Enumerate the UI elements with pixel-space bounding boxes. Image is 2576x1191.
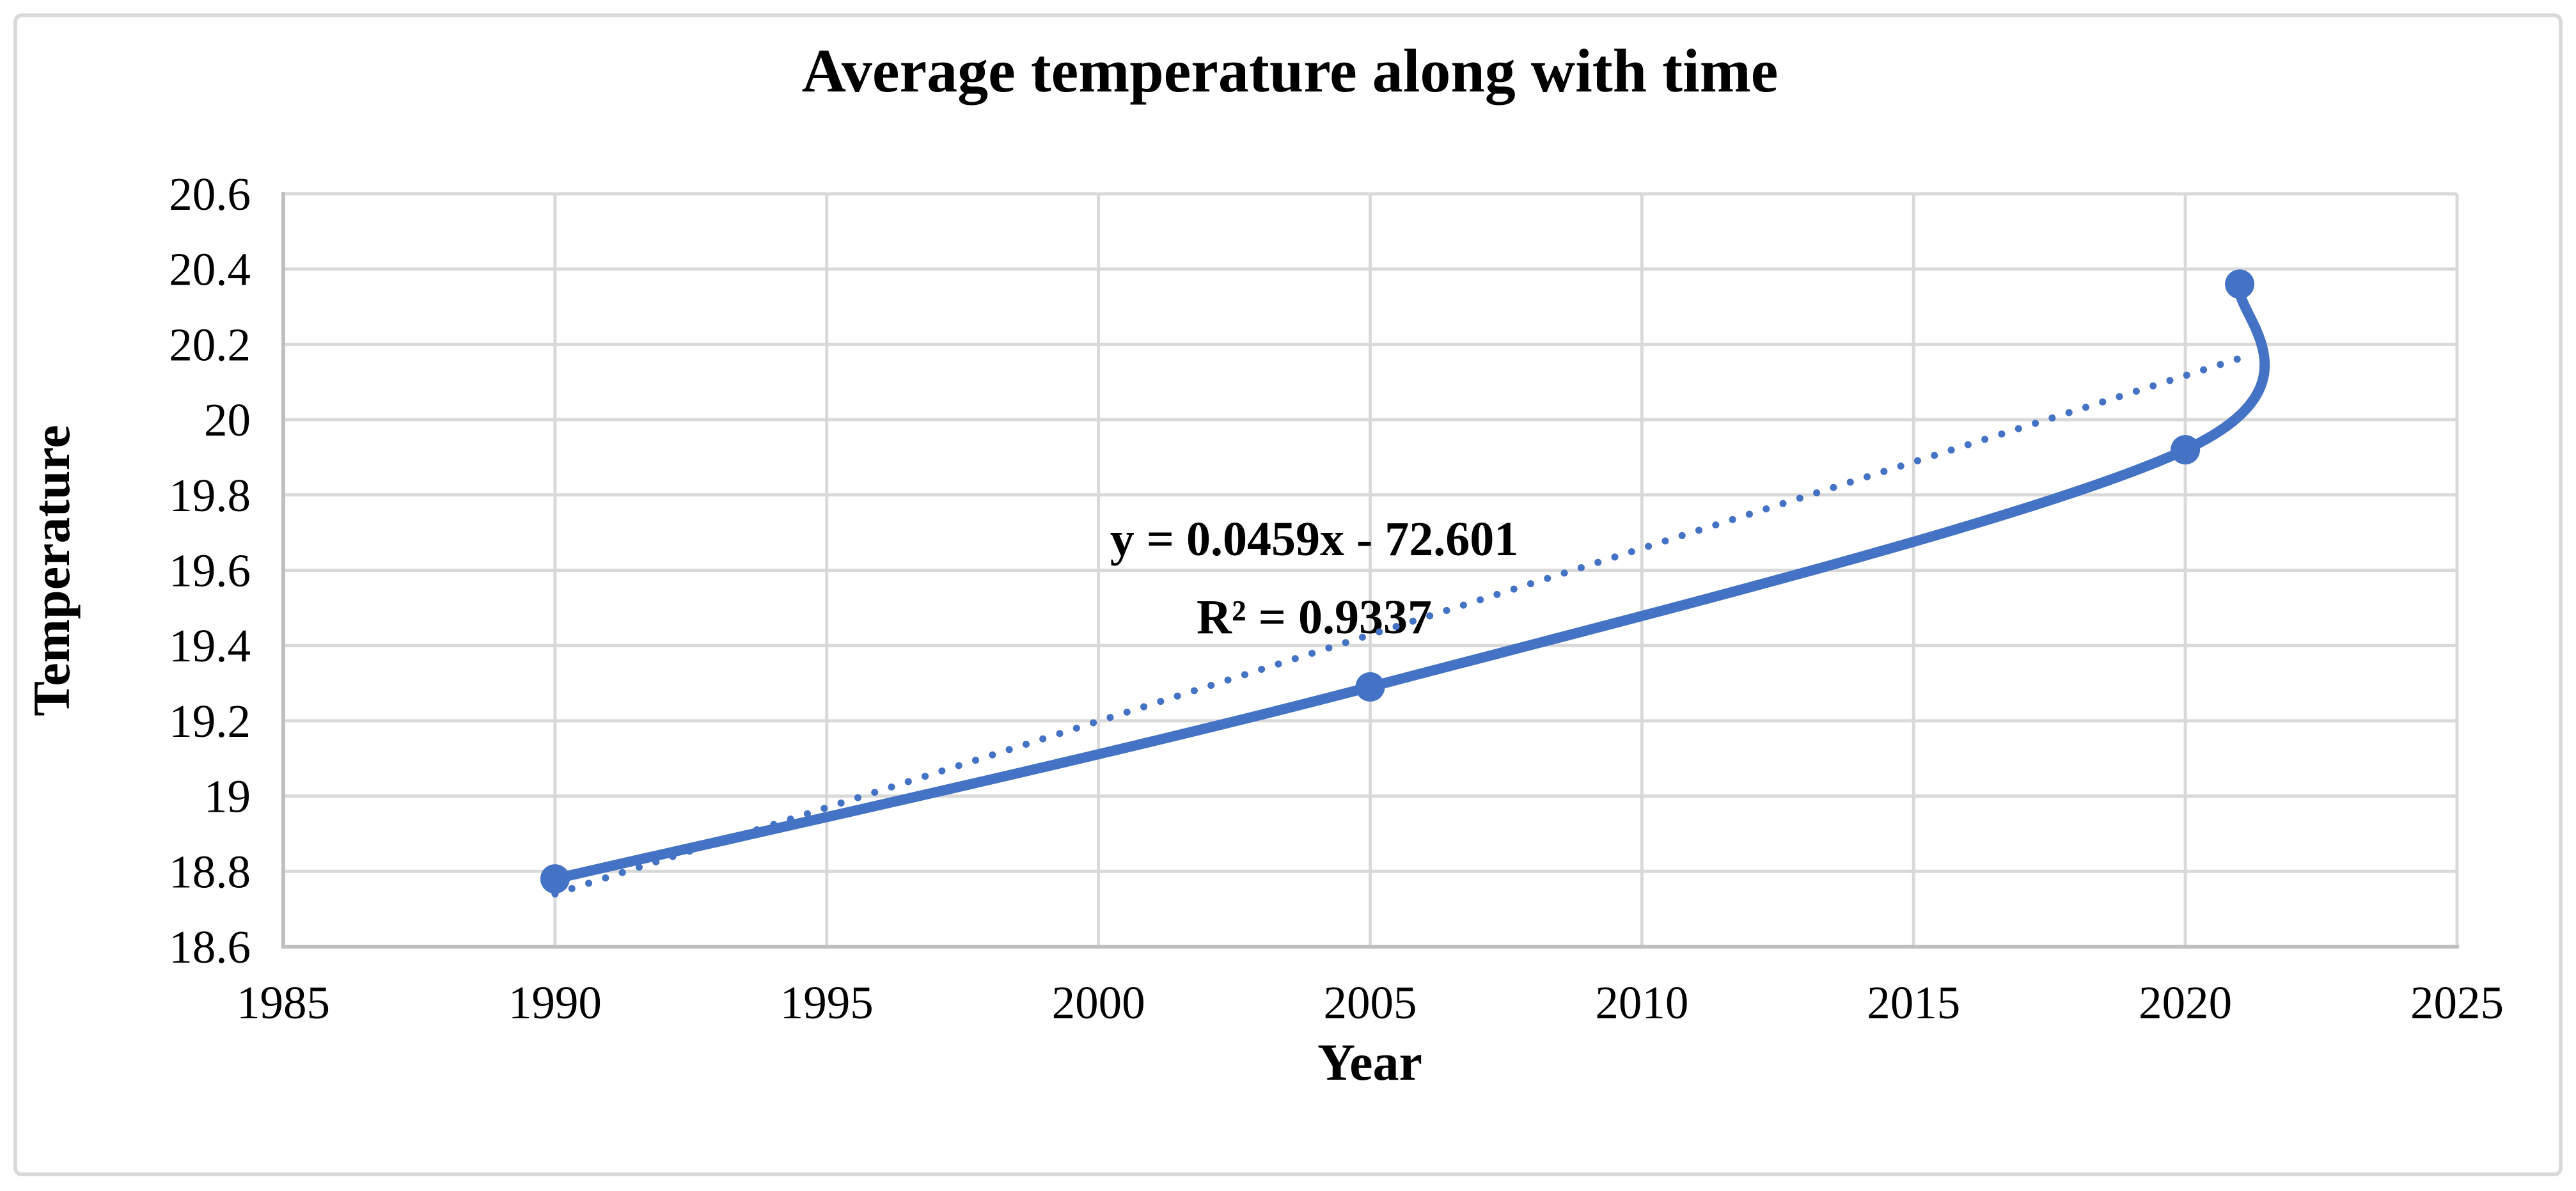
- y-tick-label: 18.8: [169, 846, 251, 897]
- trendline-layer: [551, 354, 2243, 898]
- trendline-r2-label: R² = 0.9337: [1197, 590, 1432, 644]
- x-tick-label: 2005: [1324, 977, 1417, 1029]
- data-point-marker: [2225, 269, 2255, 299]
- chart-border: [13, 13, 2563, 1176]
- temperature-line: [549, 279, 2270, 885]
- data-point-marker: [2171, 435, 2201, 465]
- series-layer: [540, 269, 2270, 894]
- y-axis-title: Temperature: [22, 425, 81, 716]
- axes: [281, 192, 2459, 949]
- y-tick-label: 20.6: [169, 168, 251, 220]
- x-tick-label: 2025: [2410, 977, 2504, 1029]
- y-tick-label: 20.4: [169, 244, 251, 296]
- x-tick-label: 1985: [237, 977, 330, 1029]
- trendline: [551, 354, 2243, 898]
- y-tick-label: 19.4: [169, 620, 251, 672]
- data-point-marker: [540, 864, 570, 894]
- x-tick-label: 2000: [1052, 977, 1145, 1029]
- y-tick-label: 19: [204, 771, 251, 823]
- y-tick-label: 19.6: [169, 545, 251, 597]
- chart-title: Average temperature along with time: [802, 36, 1779, 105]
- x-tick-label: 2010: [1595, 977, 1688, 1029]
- y-tick-label: 20: [204, 394, 251, 446]
- y-tick-label: 20.2: [169, 319, 251, 370]
- x-tick-label: 1995: [780, 977, 874, 1029]
- y-axis-tick-labels: 18.6 18.8 19 19.2 19.4 19.6 19.8 20 20.2 20.4 20.6: [169, 168, 251, 973]
- y-tick-label: 18.6: [169, 921, 251, 973]
- data-point-marker: [1355, 672, 1385, 702]
- x-tick-label: 1990: [508, 977, 602, 1029]
- x-tick-label: 2015: [1867, 977, 1960, 1029]
- trendline-equation-label: y = 0.0459x - 72.601: [1110, 512, 1519, 566]
- x-axis-tick-labels: 1985 1990 1995 2000 2005 2010 2015 2020 2025: [237, 977, 2504, 1029]
- x-axis-title: Year: [1317, 1033, 1422, 1091]
- y-tick-label: 19.8: [169, 469, 251, 521]
- gridlines: [283, 192, 2459, 947]
- x-tick-label: 2020: [2139, 977, 2232, 1029]
- y-tick-label: 19.2: [169, 695, 251, 747]
